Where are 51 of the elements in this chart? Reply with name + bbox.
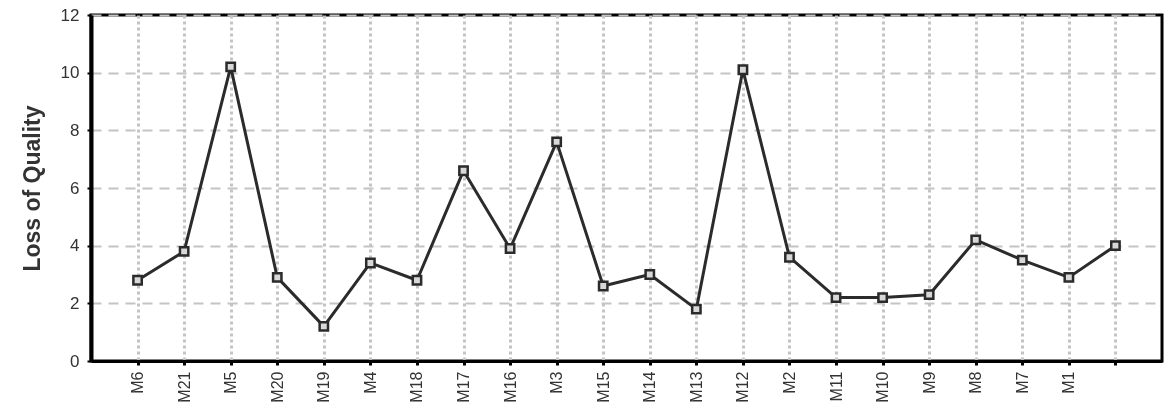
point <box>364 257 376 269</box>
point <box>644 269 656 280</box>
x-tick-label: M6 <box>129 371 147 394</box>
x-tick-label: M18 <box>408 371 426 403</box>
x-tick-label: M20 <box>268 371 286 403</box>
x-tick-label: M14 <box>641 371 659 403</box>
x-tick-label: M10 <box>874 371 892 403</box>
y-tick-label: 6 <box>70 178 80 198</box>
x-tick-label: M19 <box>315 371 333 403</box>
y-axis-title: Loss of Quality <box>18 105 45 272</box>
point <box>1063 271 1075 283</box>
x-tick-label: M21 <box>175 371 193 403</box>
point <box>690 303 702 315</box>
point <box>271 271 283 283</box>
point <box>784 251 795 263</box>
x-tick-label: M3 <box>548 371 566 394</box>
point <box>1016 254 1028 266</box>
y-tick-label: 0 <box>70 351 80 371</box>
x-tick-label: M4 <box>361 371 379 394</box>
y-tick-label: 12 <box>60 5 80 25</box>
point <box>411 274 423 286</box>
point <box>178 246 190 257</box>
y-tick-label: 10 <box>60 63 80 83</box>
x-tick-label: M13 <box>687 371 705 403</box>
point <box>830 292 842 303</box>
x-tick-label: M5 <box>222 371 240 394</box>
x-tick-label: M15 <box>594 371 612 403</box>
point <box>458 165 469 177</box>
x-tick-label: M8 <box>967 371 985 394</box>
point <box>970 234 982 246</box>
point <box>551 136 563 148</box>
point <box>737 64 749 76</box>
point <box>318 320 330 332</box>
x-tick-label: M17 <box>455 371 473 403</box>
x-tick-label: M7 <box>1013 371 1031 394</box>
point <box>877 292 889 303</box>
x-tick-label: M12 <box>734 371 752 403</box>
y-tick-label: 2 <box>70 293 80 313</box>
x-tick-label: M2 <box>780 371 798 394</box>
point <box>225 61 237 73</box>
point <box>923 289 935 301</box>
x-tick-label: M1 <box>1060 371 1078 394</box>
y-tick-label: 8 <box>70 120 80 140</box>
point <box>597 280 609 292</box>
x-tick-label: M16 <box>501 371 519 403</box>
point <box>132 274 143 286</box>
x-tick-label: M9 <box>920 371 938 394</box>
point <box>1110 240 1121 252</box>
x-tick-label: M11 <box>827 371 845 402</box>
y-tick-label: 4 <box>70 236 80 256</box>
point <box>504 243 516 254</box>
